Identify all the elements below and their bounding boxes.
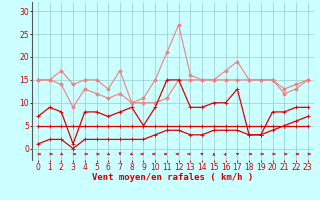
- X-axis label: Vent moyen/en rafales ( km/h ): Vent moyen/en rafales ( km/h ): [92, 173, 253, 182]
